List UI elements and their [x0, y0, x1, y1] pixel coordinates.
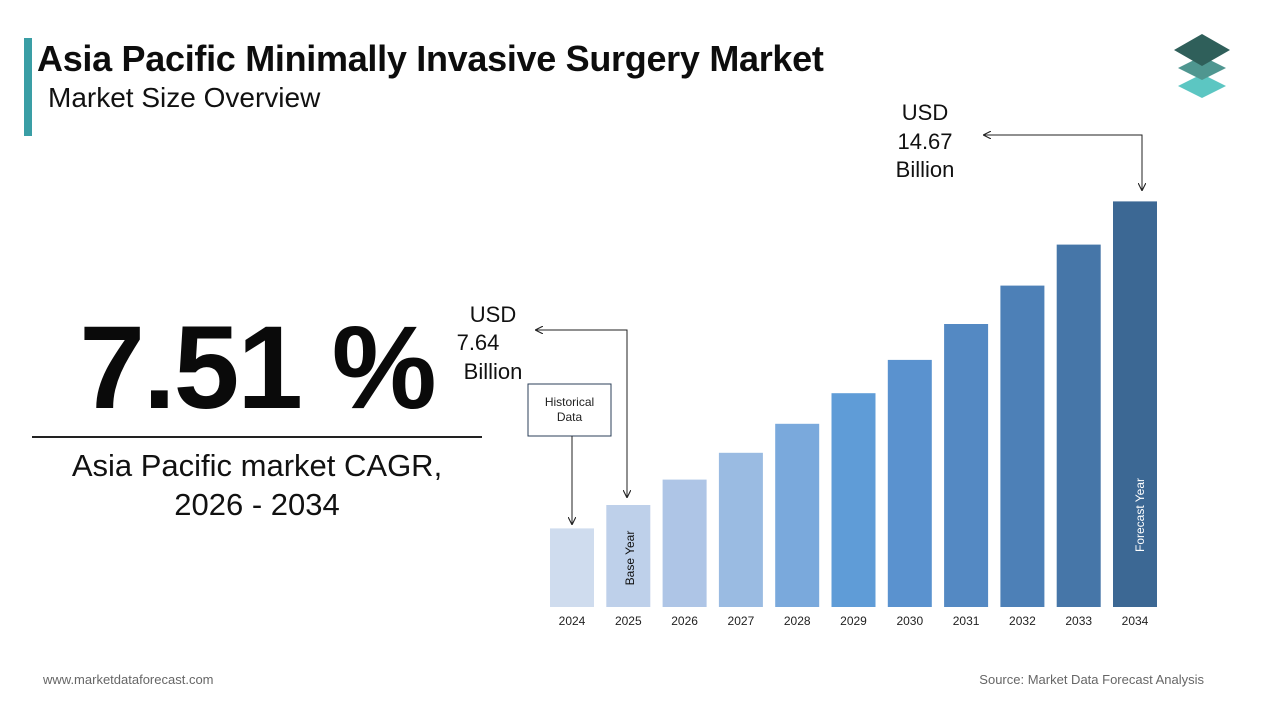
page-title: Asia Pacific Minimally Invasive Surgery …: [37, 38, 824, 79]
start-value-line1: USD: [470, 302, 516, 327]
historical-data-line1: Historical: [545, 395, 594, 409]
cagr-label-line1: Asia Pacific market CAGR,: [71, 448, 443, 483]
x-tick-2032: 2032: [1009, 614, 1036, 628]
historical-data-line2: Data: [557, 410, 583, 424]
footer-source: Source: Market Data Forecast Analysis: [979, 672, 1204, 687]
cagr-label: Asia Pacific market CAGR, 2026 - 2034: [32, 446, 482, 524]
cagr-divider: [32, 436, 482, 438]
stacked-layers-logo-icon: [1174, 34, 1230, 98]
start-value-line3: Billion: [464, 359, 523, 384]
start-value-arrow: [536, 330, 627, 497]
x-tick-2030: 2030: [896, 614, 923, 628]
cagr-value: 7.51 %: [79, 302, 436, 434]
start-value-line2: 7.64: [457, 330, 500, 355]
x-tick-2033: 2033: [1065, 614, 1092, 628]
bar-2026: [662, 479, 707, 607]
cagr-label-line2: 2026 - 2034: [174, 487, 340, 522]
title-accent-bar: [24, 38, 32, 136]
x-tick-2027: 2027: [728, 614, 755, 628]
bar-2032: [1000, 285, 1045, 607]
footer-website: www.marketdataforecast.com: [43, 672, 214, 687]
bar-2030: [887, 359, 932, 607]
bar-2025: [606, 505, 651, 607]
end-value-line1: USD: [902, 100, 948, 125]
bar-2033: [1056, 244, 1101, 607]
bar-2028: [775, 423, 820, 607]
end-value-line3: Billion: [896, 157, 955, 182]
x-tick-2031: 2031: [953, 614, 980, 628]
x-tick-2028: 2028: [784, 614, 811, 628]
end-value-line2: 14.67: [897, 129, 952, 154]
x-tick-2026: 2026: [671, 614, 698, 628]
bar-2024: [550, 528, 594, 607]
forecast-year-label: Forecast Year: [1133, 478, 1147, 552]
base-year-label: Base Year: [623, 531, 637, 586]
x-tick-2025: 2025: [615, 614, 642, 628]
bar-2031: [944, 324, 989, 607]
logo-layer-bottom: [1178, 74, 1226, 98]
bar-2034: [1113, 201, 1157, 607]
bar-2029: [831, 393, 876, 607]
bar-group: [550, 201, 1157, 607]
end-value-arrow: [984, 135, 1142, 190]
historical-data-box: [527, 383, 612, 437]
x-tick-2029: 2029: [840, 614, 867, 628]
x-tick-2034: 2034: [1122, 614, 1149, 628]
logo-layer-middle: [1178, 56, 1226, 80]
logo-layer-top: [1174, 34, 1230, 66]
x-tick-2024: 2024: [559, 614, 586, 628]
bar-2027: [718, 452, 763, 607]
x-axis-tick-labels: 2024 2025 2026 2027 2028 2029 2030 2031 2032 2033…: [559, 614, 1149, 628]
page-subtitle: Market Size Overview: [48, 82, 321, 113]
